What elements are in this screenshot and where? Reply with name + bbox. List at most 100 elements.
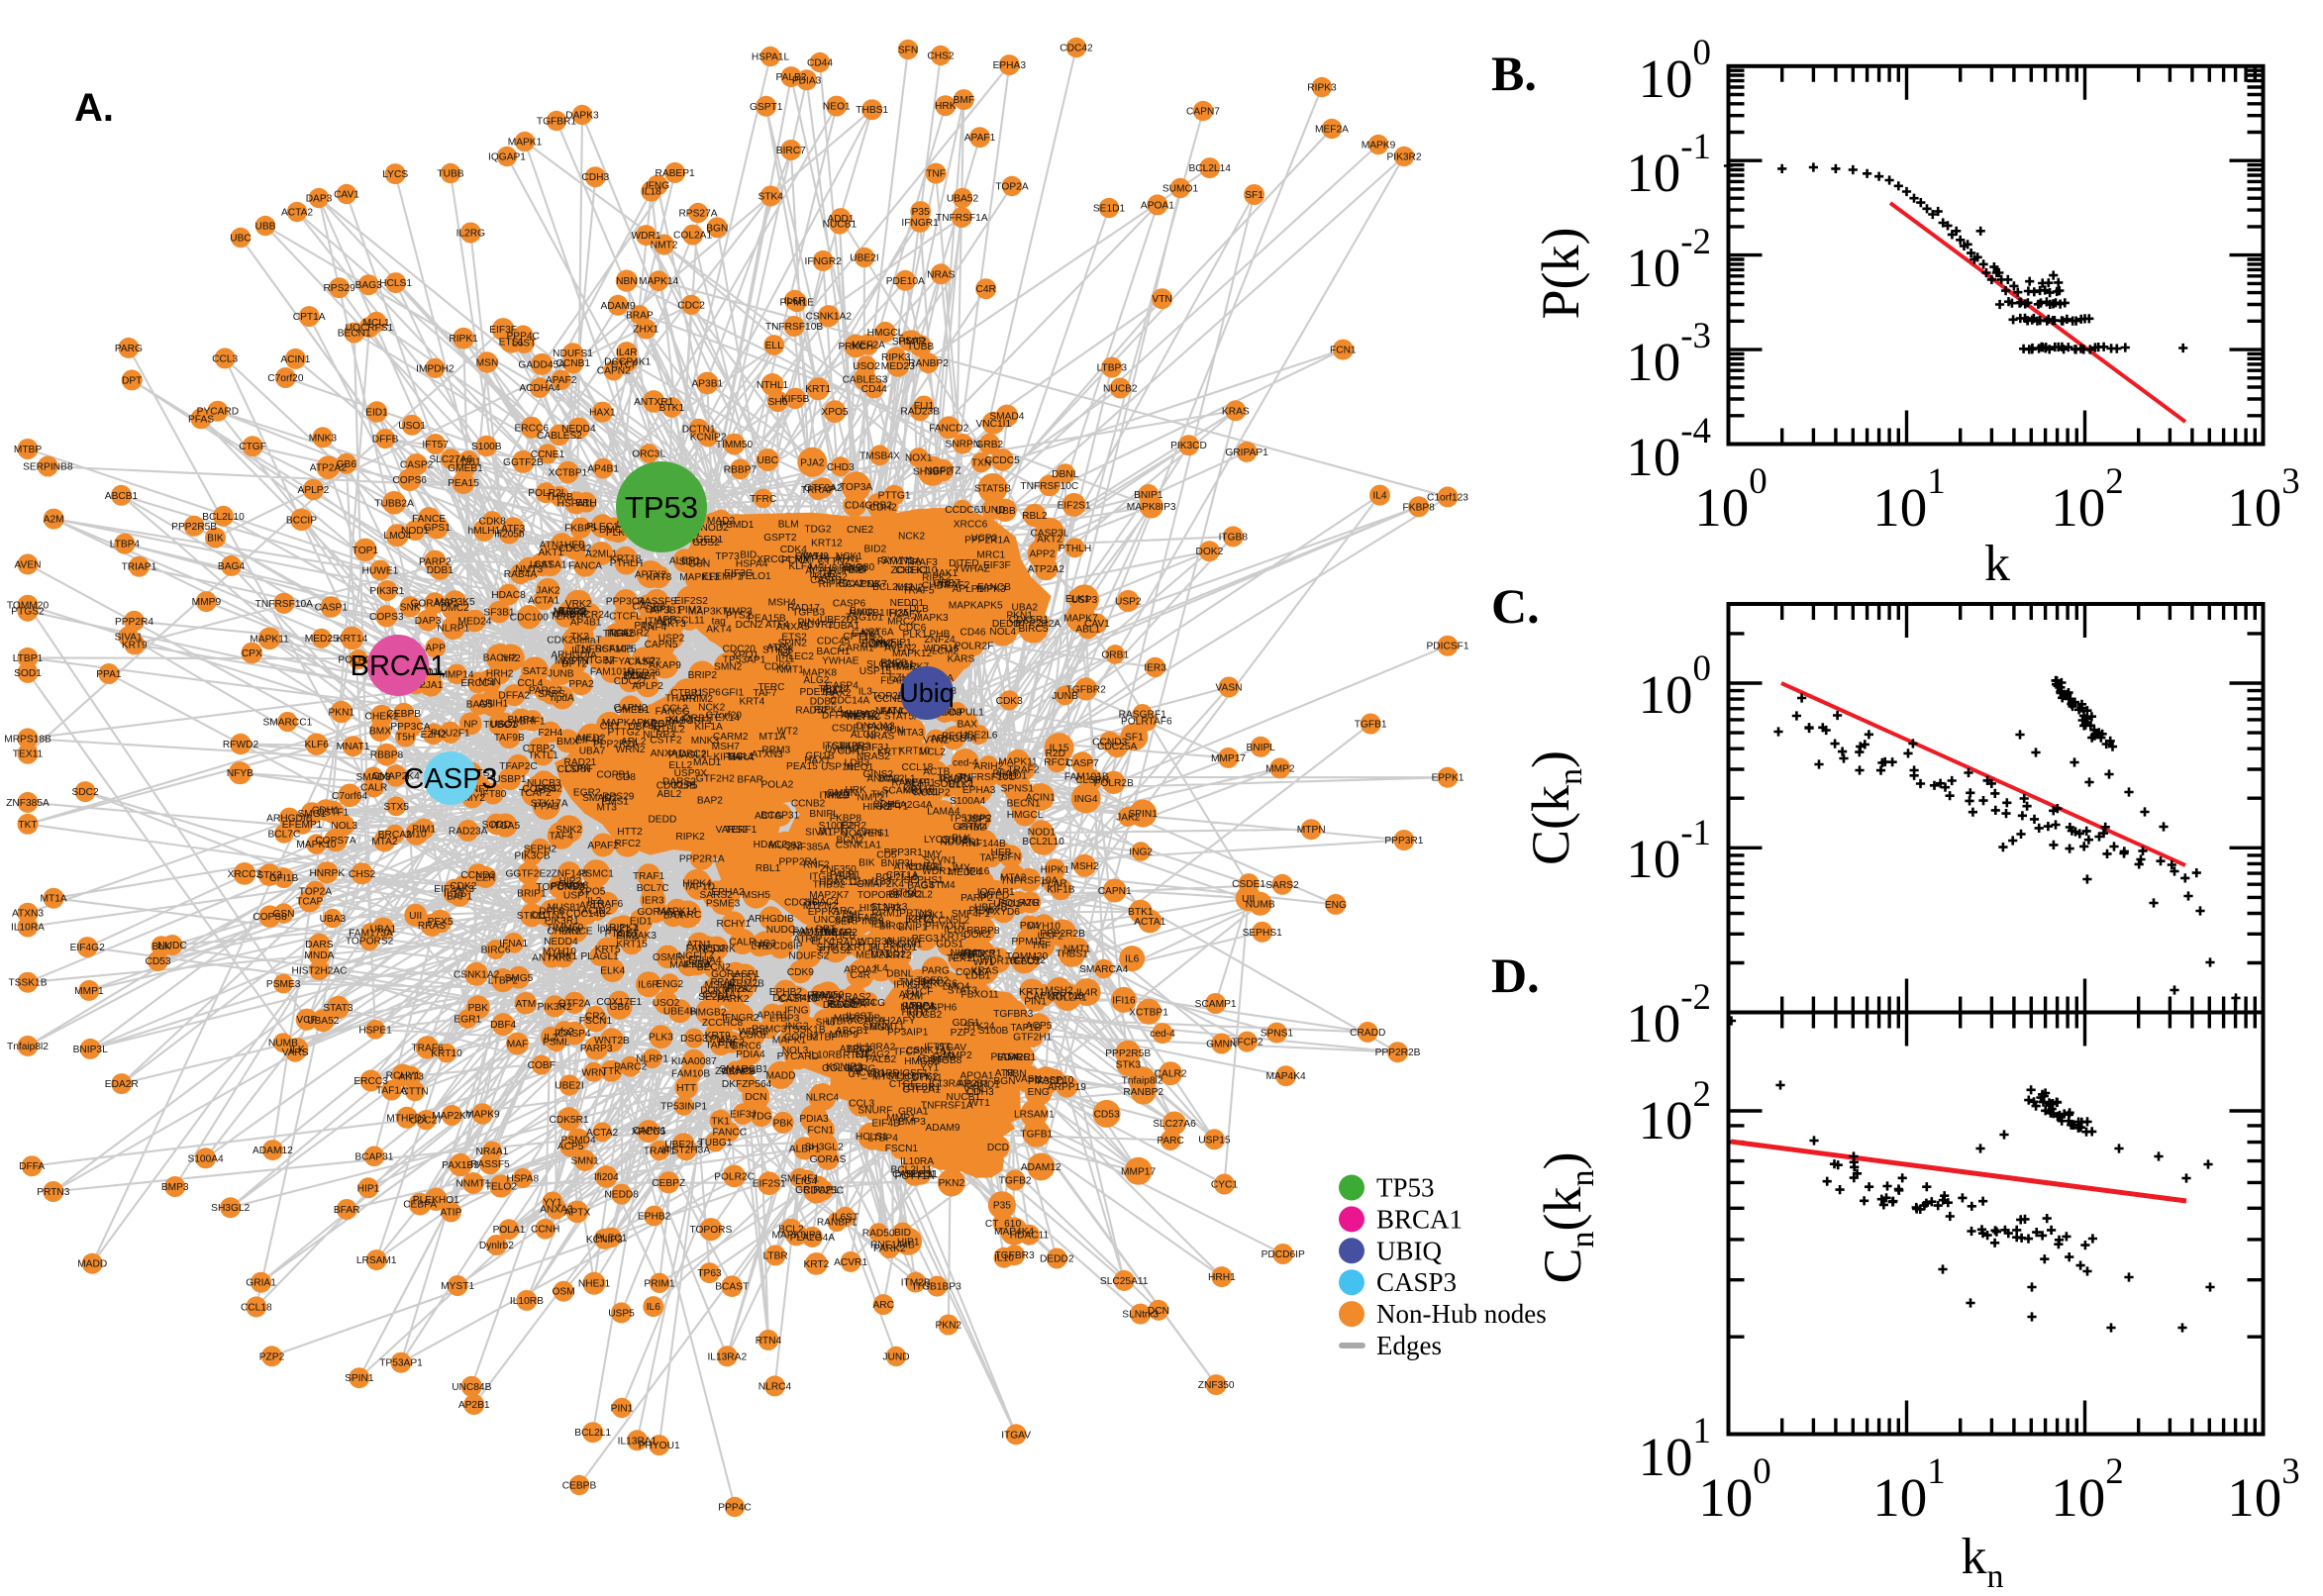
svg-text:USP6: USP6 — [694, 688, 721, 699]
svg-text:HMGCL: HMGCL — [1007, 810, 1044, 821]
svg-text:CEBPA: CEBPA — [403, 1200, 437, 1211]
svg-text:FCN1: FCN1 — [1330, 346, 1357, 356]
svg-text:TRAF6: TRAF6 — [591, 899, 624, 910]
svg-text:BCL7C: BCL7C — [267, 829, 300, 840]
svg-text:ATXN3: ATXN3 — [12, 909, 44, 920]
svg-text:CCDC5: CCDC5 — [985, 455, 1020, 466]
svg-text:ABL1: ABL1 — [1075, 625, 1100, 636]
svg-text:COPS6: COPS6 — [392, 475, 427, 486]
svg-text:ENG: ENG — [1028, 1087, 1050, 1098]
svg-text:MMP9: MMP9 — [192, 597, 222, 608]
svg-text:APAF1: APAF1 — [964, 133, 996, 144]
svg-text:C4R: C4R — [976, 284, 996, 295]
svg-text:BNIP3L: BNIP3L — [73, 1045, 108, 1055]
svg-text:CEBPB: CEBPB — [562, 1481, 597, 1492]
svg-text:FSCN1: FSCN1 — [885, 1144, 919, 1154]
svg-text:POLA1: POLA1 — [493, 1225, 526, 1236]
svg-text:TGFBR2: TGFBR2 — [1066, 684, 1107, 695]
svg-text:EIF2S1: EIF2S1 — [1058, 500, 1091, 511]
svg-text:DFFB: DFFB — [372, 435, 399, 446]
svg-text:RBBP7: RBBP7 — [724, 464, 758, 475]
svg-text:NBN: NBN — [616, 276, 638, 287]
svg-text:PSME3: PSME3 — [266, 979, 301, 990]
svg-text:BCL2L1: BCL2L1 — [574, 1428, 611, 1439]
svg-text:GRIPAP1: GRIPAP1 — [1225, 448, 1268, 458]
svg-text:CD44: CD44 — [807, 58, 833, 69]
svg-text:AP4B1: AP4B1 — [587, 464, 619, 475]
svg-text:PSAP: PSAP — [898, 337, 925, 348]
svg-text:NOL3: NOL3 — [331, 821, 357, 832]
svg-text:ACVR1: ACVR1 — [834, 1257, 867, 1268]
svg-text:XRCC2: XRCC2 — [228, 869, 262, 880]
svg-text:NEDD8: NEDD8 — [604, 1190, 639, 1201]
svg-text:VTN2: VTN2 — [923, 736, 949, 747]
svg-text:AVEN: AVEN — [856, 828, 882, 839]
svg-text:ACDHA4: ACDHA4 — [519, 383, 560, 394]
svg-text:TKTL1: TKTL1 — [528, 750, 558, 761]
svg-text:PPM1E: PPM1E — [1012, 937, 1047, 948]
svg-text:TOPORS: TOPORS — [858, 890, 900, 901]
svg-text:ARHGDIB: ARHGDIB — [748, 914, 794, 925]
svg-text:SLC27A6: SLC27A6 — [1153, 1119, 1196, 1130]
svg-text:ADAM9: ADAM9 — [925, 1123, 960, 1134]
svg-text:C(kn): C(kn) — [1521, 750, 1589, 865]
svg-text:NHEJ1: NHEJ1 — [578, 1279, 611, 1290]
svg-text:SLC25A11: SLC25A11 — [1100, 1276, 1149, 1287]
svg-text:APAF2: APAF2 — [587, 841, 619, 851]
svg-text:GMAP2K4: GMAP2K4 — [857, 879, 904, 890]
svg-text:SF3B1: SF3B1 — [483, 608, 514, 619]
svg-text:CD44: CD44 — [861, 384, 887, 395]
svg-text:RCHY1: RCHY1 — [717, 919, 752, 930]
svg-text:COPS3: COPS3 — [369, 612, 404, 623]
svg-text:CAPN2: CAPN2 — [597, 366, 631, 377]
svg-text:S100B: S100B — [978, 1026, 1009, 1037]
svg-text:HUWE1: HUWE1 — [362, 565, 399, 576]
svg-text:ATP2A2: ATP2A2 — [310, 463, 348, 474]
svg-text:PDCD6IP: PDCD6IP — [1262, 1249, 1305, 1260]
svg-text:RANBP2: RANBP2 — [908, 358, 949, 369]
svg-text:JUND: JUND — [978, 505, 1005, 516]
svg-text:TUBA1: TUBA1 — [827, 621, 859, 632]
svg-text:ACTA1: ACTA1 — [1134, 917, 1165, 928]
svg-text:ITM2B: ITM2B — [819, 791, 849, 802]
svg-text:KCNIP2: KCNIP2 — [914, 788, 951, 799]
svg-text:NEO1: NEO1 — [847, 762, 874, 773]
svg-text:Dynlrb2: Dynlrb2 — [479, 1241, 514, 1251]
svg-text:IL10RA: IL10RA — [900, 1156, 934, 1167]
svg-text:SMARCA4: SMARCA4 — [1079, 964, 1129, 975]
svg-text:BRCA1: BRCA1 — [1376, 1204, 1463, 1234]
svg-text:CSNK1A2: CSNK1A2 — [806, 312, 853, 323]
svg-text:CHD4: CHD4 — [922, 581, 950, 592]
svg-text:BNIP3L: BNIP3L — [881, 858, 916, 869]
svg-text:EPHA3: EPHA3 — [993, 60, 1027, 71]
svg-text:TRIAP1: TRIAP1 — [122, 562, 157, 573]
svg-text:TP53: TP53 — [625, 490, 698, 525]
svg-text:TNFRSF10A: TNFRSF10A — [255, 599, 314, 610]
svg-text:PPP4C: PPP4C — [718, 1503, 751, 1514]
svg-text:SMF4F1: SMF4F1 — [780, 1173, 819, 1184]
svg-text:AP3B1: AP3B1 — [691, 378, 723, 389]
svg-text:TP53AP1: TP53AP1 — [723, 655, 766, 666]
svg-text:TMSB4X: TMSB4X — [899, 977, 940, 988]
svg-text:GRIA1: GRIA1 — [898, 1107, 929, 1118]
svg-text:EGR2: EGR2 — [573, 788, 601, 799]
svg-text:PHB: PHB — [929, 629, 950, 640]
svg-text:PPP3R1: PPP3R1 — [1384, 836, 1423, 847]
svg-text:PKN2: PKN2 — [939, 1178, 965, 1189]
svg-text:JUNB: JUNB — [548, 669, 574, 680]
svg-text:C7orf20: C7orf20 — [267, 373, 304, 384]
svg-text:IFNGR2: IFNGR2 — [805, 256, 843, 267]
svg-text:RBL2: RBL2 — [1022, 511, 1048, 522]
svg-text:ING2: ING2 — [1129, 848, 1153, 858]
svg-text:COL2A1: COL2A1 — [673, 231, 712, 242]
svg-text:PIN1: PIN1 — [611, 1404, 634, 1415]
svg-text:KIF5B: KIF5B — [781, 394, 810, 405]
svg-text:CCL18: CCL18 — [241, 1302, 272, 1313]
svg-text:TGFBR3: TGFBR3 — [994, 1250, 1035, 1261]
svg-text:MMP17: MMP17 — [1121, 1166, 1156, 1177]
svg-text:IFNG: IFNG — [646, 181, 669, 192]
svg-text:THBS1: THBS1 — [856, 105, 888, 116]
svg-text:BTK1: BTK1 — [659, 403, 685, 414]
svg-text:BAG3: BAG3 — [355, 280, 383, 291]
svg-text:SFN: SFN — [1001, 852, 1021, 863]
